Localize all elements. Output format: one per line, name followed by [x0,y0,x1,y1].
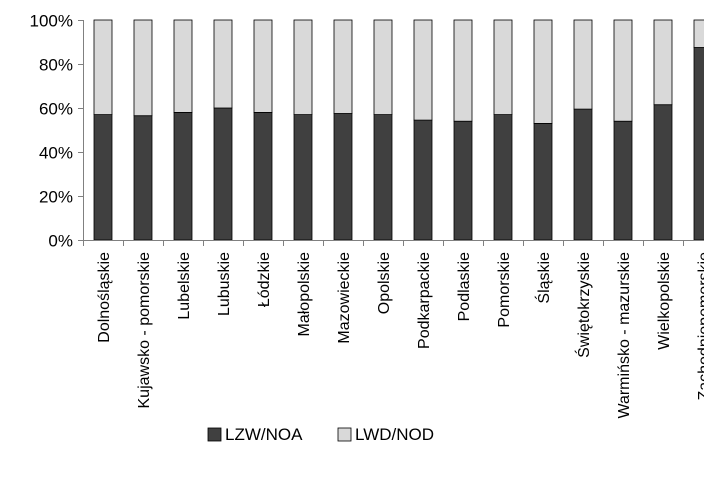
bar-segment-lzw-noa [573,108,593,241]
x-axis-ticks: Dolnośląskie Kujawsko - pomorskie Lubelski… [83,240,704,419]
y-axis-ticks: 0% 20% 40% 60% 80% 100% [30,12,83,251]
x-tick-label: Lubelskie [176,252,193,320]
legend: LZW/NOA LWD/NOD [207,425,434,444]
bar-segment-lzw-noa [533,123,553,241]
x-tick-label: Zachodniopomorskie [696,252,704,401]
x-tick-label: Mazowieckie [336,252,353,344]
bar-segment-lwd-nod [213,19,233,109]
x-tick-label: Dolnośląskie [96,252,113,343]
axes-layer [83,20,704,241]
bar-segment-lwd-nod [653,19,673,106]
bar-segment-lwd-nod [333,19,353,114]
bar-segment-lwd-nod [373,19,393,115]
bar-segment-lwd-nod [293,19,313,115]
bar-segment-lzw-noa [173,112,193,241]
bar-segment-lzw-noa [213,107,233,241]
x-tick-label: Lubuskie [216,252,233,316]
bar-segment-lwd-nod [413,19,433,121]
bar-segment-lzw-noa [253,112,273,241]
bar-segment-lwd-nod [693,19,704,48]
x-tick-label: Łódzkie [256,252,273,307]
bar-segment-lzw-noa [93,114,113,241]
x-tick-label: Świętokrzyskie [574,252,593,358]
bar-segment-lzw-noa [133,115,153,241]
x-tick-label: Kujawsko - pomorskie [136,252,153,409]
bar-segment-lzw-noa [333,113,353,241]
bar-segment-lwd-nod [133,19,153,117]
y-tick-label: 20% [39,188,73,207]
x-tick-label: Opolskie [376,252,393,314]
legend-swatch-lwd-nod [337,427,352,442]
y-tick-label: 100% [30,12,73,31]
bar-segment-lwd-nod [93,19,113,115]
bar-segment-lzw-noa [493,114,513,241]
x-tick-label: Pomorskie [496,252,513,328]
y-tick-label: 0% [48,232,73,251]
bar-segment-lzw-noa [373,114,393,241]
x-tick-label: Śląskie [534,252,553,304]
bar-segment-lwd-nod [613,19,633,122]
bar-segment-lwd-nod [253,19,273,113]
bar-segment-lwd-nod [173,19,193,113]
bar-segment-lzw-noa [413,119,433,241]
bar-segment-lwd-nod [453,19,473,122]
x-tick-label: Podkarpackie [416,252,433,349]
x-tick-label: Małopolskie [296,252,313,337]
x-tick-label: Podlaskie [456,252,473,321]
bar-segment-lwd-nod [573,19,593,110]
legend-label-lwd-nod: LWD/NOD [355,425,434,444]
bar-segment-lzw-noa [293,114,313,241]
bars-layer [93,19,704,241]
y-tick-label: 60% [39,100,73,119]
bar-segment-lzw-noa [653,104,673,241]
bar-segment-lzw-noa [693,47,704,241]
x-tick-label: Wielkopolskie [656,252,673,350]
bar-segment-lzw-noa [613,120,633,241]
legend-label-lzw-noa: LZW/NOA [225,425,303,444]
y-tick-label: 80% [39,56,73,75]
bar-segment-lwd-nod [533,19,553,124]
y-tick-label: 40% [39,144,73,163]
bar-segment-lwd-nod [493,19,513,115]
legend-swatch-lzw-noa [207,427,222,442]
x-tick-label: Warmińsko - mazurskie [616,252,633,419]
bar-segment-lzw-noa [453,120,473,241]
